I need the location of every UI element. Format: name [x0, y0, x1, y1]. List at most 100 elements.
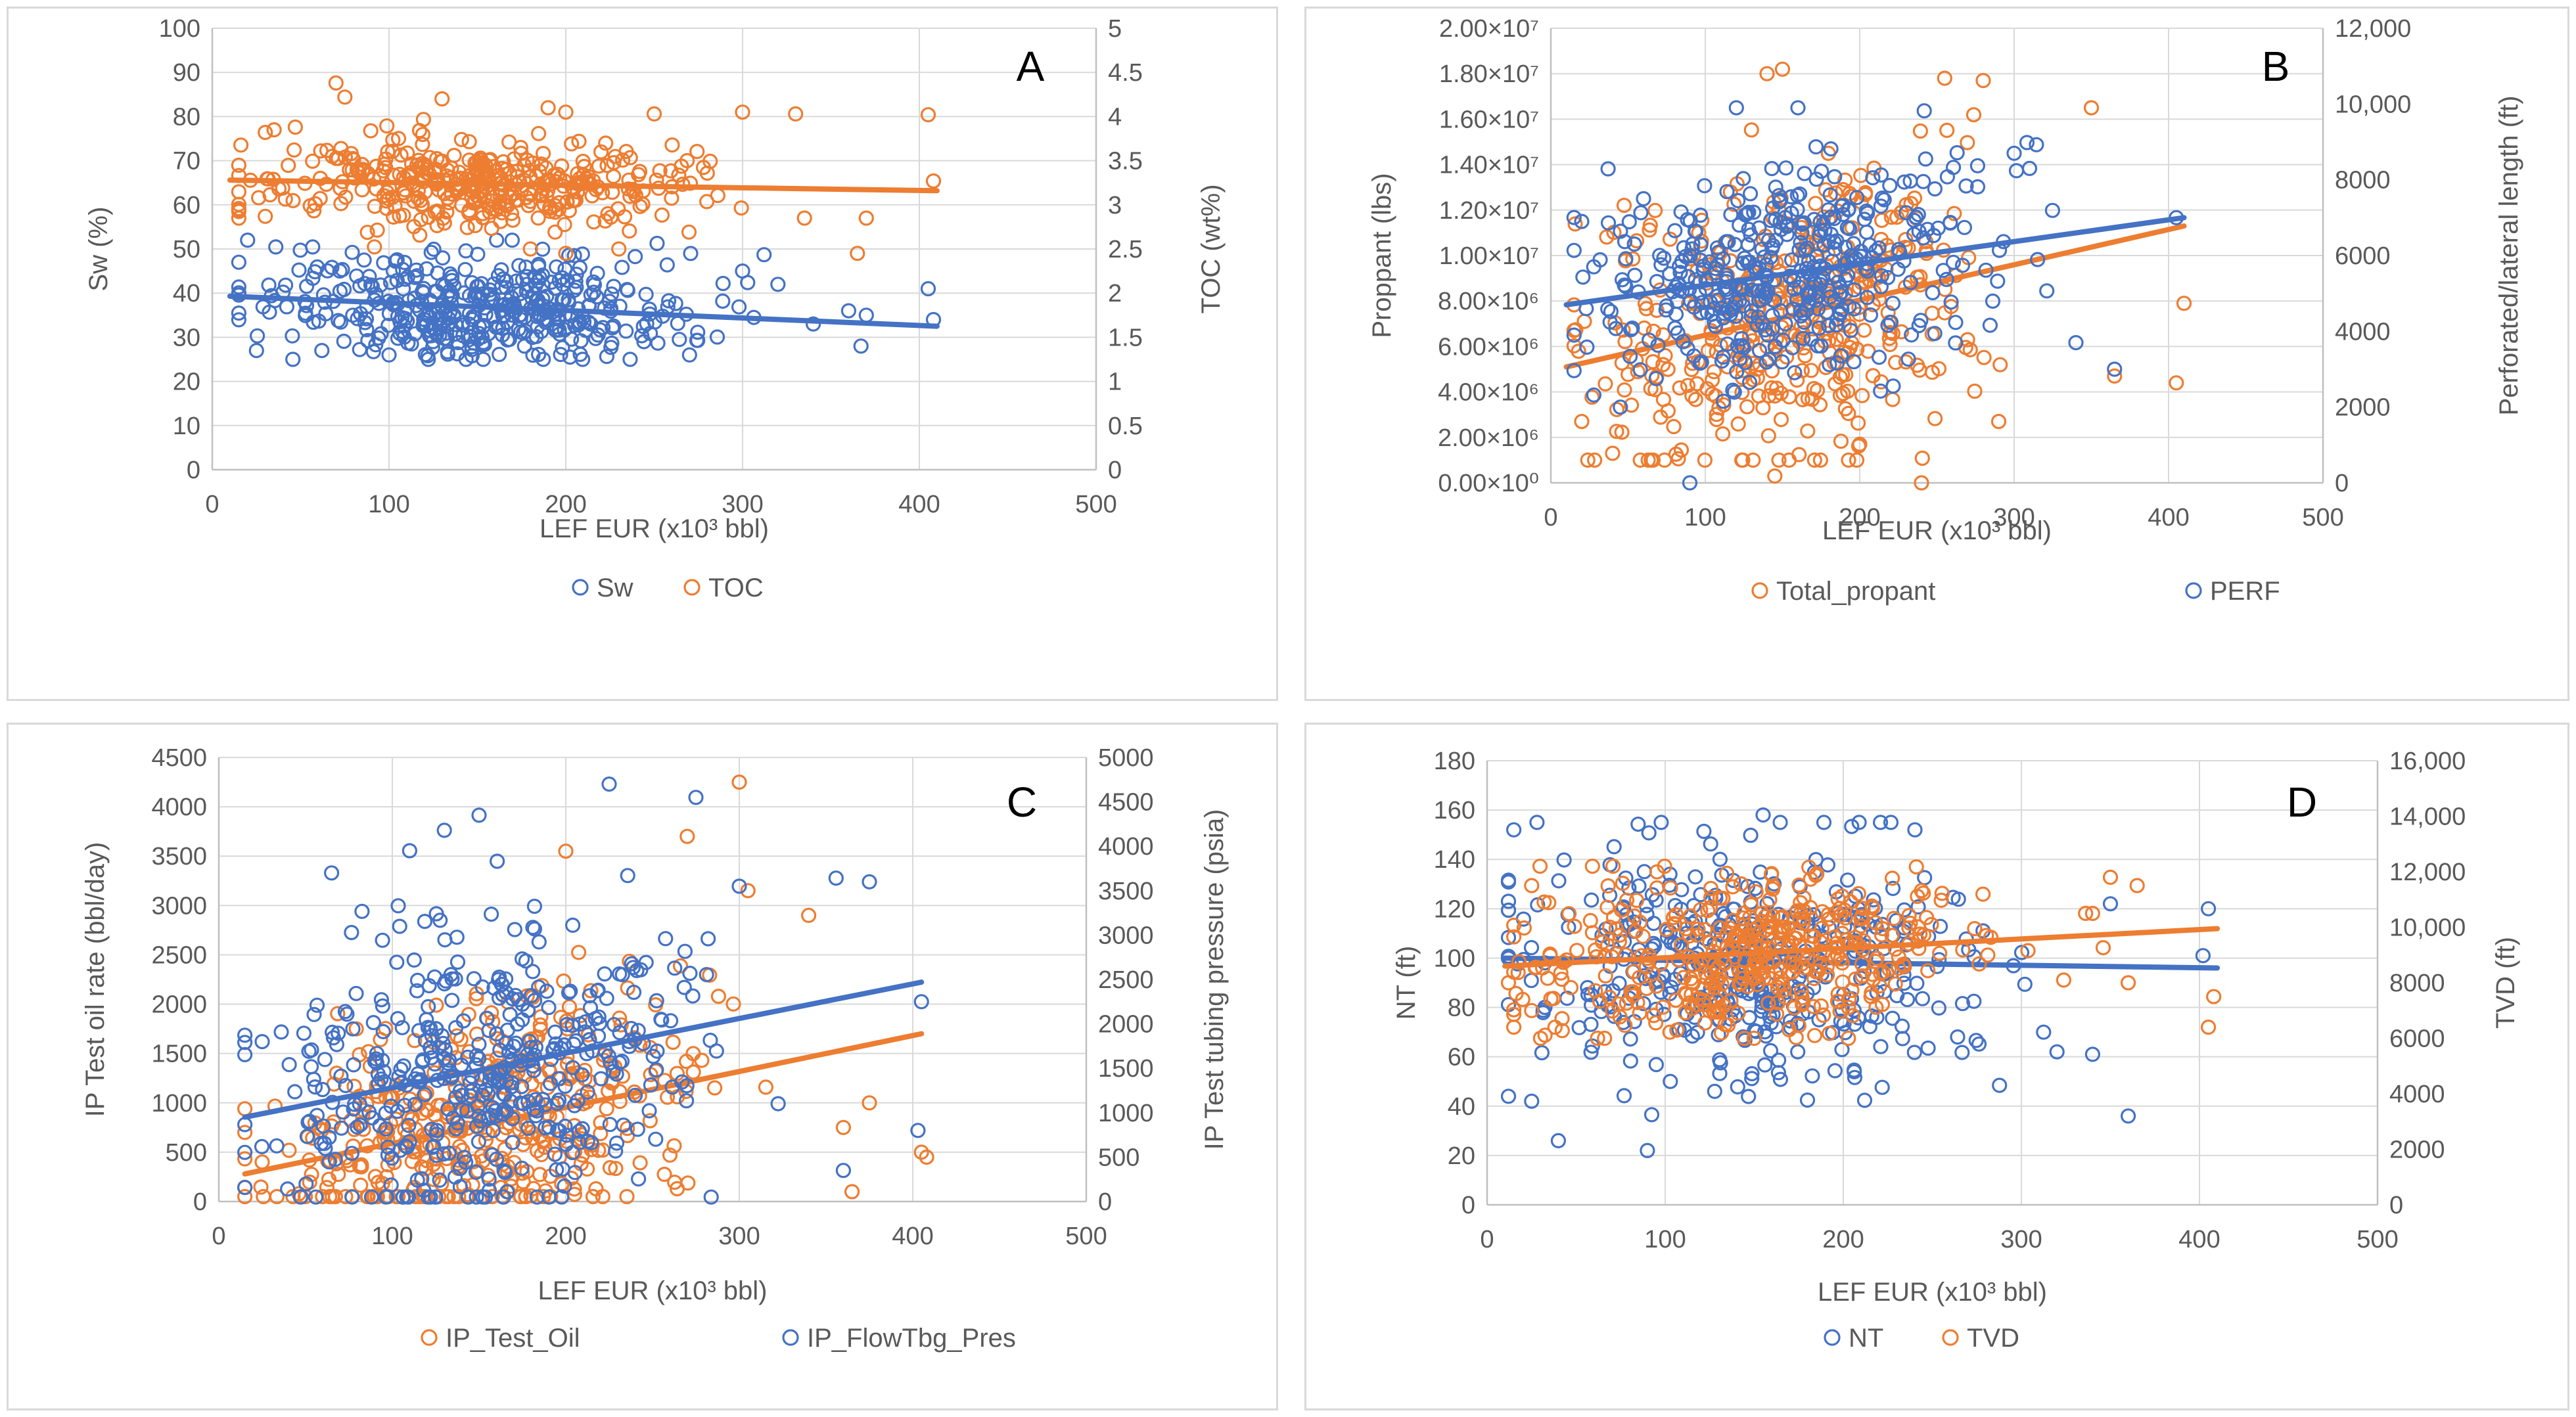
data-point: [659, 257, 675, 273]
data-point: [354, 1157, 369, 1173]
data-point: [499, 1184, 515, 1200]
data-point: [679, 1078, 695, 1094]
data-point: [1655, 392, 1672, 407]
data-point: [731, 878, 747, 894]
data-point: [735, 104, 750, 120]
data-point: [558, 246, 574, 261]
data-point: [1873, 167, 1889, 183]
data-point: [353, 1177, 369, 1193]
data-point: [576, 314, 592, 330]
data-point: [523, 1188, 539, 1203]
data-point: [1885, 296, 1901, 311]
data-point: [590, 327, 606, 343]
data-point: [469, 991, 484, 1006]
data-point: [1939, 271, 1954, 287]
data-point: [632, 1155, 648, 1171]
data-point: [459, 219, 475, 235]
data-point: [1719, 336, 1736, 352]
data-point: [1648, 1056, 1665, 1073]
data-point: [414, 1159, 430, 1175]
y-tick-label: 100: [1434, 945, 1475, 972]
y2-tick-label: 2500: [1098, 966, 1154, 994]
data-point: [540, 100, 556, 116]
data-point: [1827, 951, 1843, 966]
data-point: [273, 1024, 289, 1040]
data-point: [1751, 388, 1767, 404]
data-point: [557, 1178, 572, 1194]
data-point: [1946, 206, 1962, 221]
data-point: [437, 932, 453, 948]
data-point: [373, 277, 388, 293]
data-point: [452, 1179, 469, 1195]
data-point: [1795, 305, 1811, 321]
data-point: [1709, 407, 1724, 422]
data-point: [1556, 852, 1572, 868]
data-point: [1950, 891, 1966, 907]
data-point: [471, 1050, 487, 1067]
data-point: [1937, 70, 1952, 86]
data-point: [381, 305, 398, 321]
data-point: [669, 1181, 685, 1197]
x-tick-label: 0: [212, 1223, 225, 1250]
data-point: [1727, 949, 1743, 965]
data-point: [1611, 933, 1627, 949]
data-point: [1883, 815, 1899, 830]
data-point: [490, 1072, 505, 1088]
data-point: [2044, 202, 2061, 218]
y2-tick-label: 1500: [1098, 1055, 1154, 1083]
data-point: [423, 244, 439, 260]
data-point: [344, 162, 360, 178]
data-point: [740, 883, 756, 899]
data-point: [1764, 380, 1780, 395]
data-point: [312, 170, 329, 187]
data-point: [1812, 397, 1828, 413]
data-point: [518, 1188, 534, 1205]
data-point: [1764, 881, 1781, 897]
data-point: [1816, 815, 1832, 830]
data-point: [298, 1176, 314, 1192]
data-point: [1575, 269, 1591, 285]
data-point: [700, 931, 716, 947]
data-point: [1645, 323, 1661, 339]
data-point: [547, 224, 563, 240]
y2-tick-label: 0: [2389, 1192, 2403, 1219]
data-point: [1910, 933, 1926, 949]
data-point: [1668, 446, 1684, 462]
data-point: [458, 243, 474, 259]
data-point: [368, 1051, 384, 1067]
data-point: [1932, 945, 1948, 961]
data-point: [1781, 1022, 1797, 1037]
data-point: [1718, 234, 1734, 250]
data-point: [593, 144, 609, 160]
data-point: [641, 1103, 657, 1119]
data-point: [231, 305, 246, 321]
data-point: [1887, 941, 1904, 957]
data-point: [1889, 912, 1904, 928]
data-point: [652, 163, 668, 179]
data-point: [2036, 1024, 2052, 1040]
data-point: [654, 207, 670, 223]
legend-marker: [683, 579, 701, 596]
data-point: [561, 203, 577, 219]
data-point: [237, 1117, 253, 1133]
data-point: [1883, 315, 1899, 330]
data-point: [471, 1037, 487, 1052]
data-point: [616, 1117, 632, 1133]
data-point: [614, 1053, 630, 1069]
data-point: [1822, 1025, 1837, 1041]
data-point: [1948, 335, 1964, 351]
data-point: [1644, 1107, 1660, 1123]
data-point: [1783, 252, 1800, 268]
data-point: [330, 1006, 346, 1022]
data-point: [608, 1161, 624, 1177]
data-point: [1889, 210, 1905, 225]
data-point: [307, 264, 323, 280]
data-point: [366, 171, 382, 187]
data-point: [1743, 303, 1759, 319]
data-point: [508, 1035, 524, 1051]
data-point: [344, 1146, 360, 1161]
data-point: [611, 241, 627, 257]
data-point: [1975, 72, 1991, 89]
data-point: [1615, 272, 1630, 288]
data-point: [1893, 204, 1909, 220]
